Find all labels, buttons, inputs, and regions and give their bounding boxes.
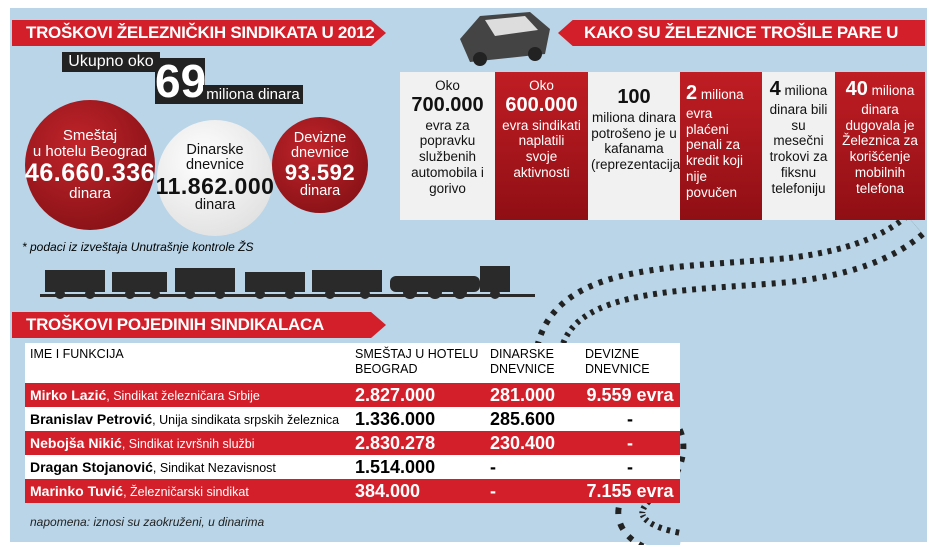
circle-unit: dinara (299, 183, 341, 200)
fact-number: 40 (845, 78, 868, 100)
fact-text: miliona dinara potrošeno je u kafanama (… (591, 109, 685, 173)
table-row: Mirko Lazić, Sindikat železničara Srbije… (25, 383, 680, 407)
fact-number: 700.000 (411, 93, 484, 116)
footnote: * podaci iz izveštaja Unutrašnje kontrol… (22, 240, 254, 254)
table-row: Nebojša Nikić, Sindikat izvršnih službi … (25, 431, 680, 455)
total-value: 69 (155, 55, 207, 107)
cell-dinarske: 281.000 (490, 384, 556, 405)
circle-devizne: Devizne dnevnice 93.592 dinara (272, 117, 368, 213)
circle-label: dnevnice (290, 144, 350, 161)
cell-hotel: 2.827.000 (355, 384, 436, 405)
header-dinarske: DINARSKE DNEVNICE (490, 347, 555, 376)
header-name: IME I FUNKCIJA (30, 347, 124, 361)
circle-value: 11.862.000 (155, 172, 275, 199)
header-hotel: SMEŠTAJ U HOTELU BEOGRAD (355, 347, 479, 376)
left-title: TROŠKOVI ŽELEZNIČKIH SINDIKATA U 2012 (12, 20, 386, 46)
fact-card: 4 miliona dinara bili su mesečni trokovi… (762, 72, 835, 220)
cell-name: Marinko Tuvić, Železničarski sindikat (25, 479, 350, 503)
person-name: Branislav Petrović (30, 411, 153, 427)
cell-devizne: - (627, 456, 633, 477)
cell-name: Dragan Stojanović, Sindikat Nezavisnost (25, 455, 350, 479)
cell-dinarske: - (490, 480, 496, 501)
cell-dinarske: - (490, 456, 496, 477)
cell-devizne: - (627, 408, 633, 429)
circle-unit: dinara (69, 185, 111, 202)
fact-text: miliona evra plaćeni penali za kredit ko… (686, 87, 744, 201)
fact-card: 40 miliona dinara dugovala je Železnica … (835, 72, 925, 220)
cell-hotel: 384.000 (355, 480, 421, 501)
header-devizne: DEVIZNE DNEVNICE (585, 347, 650, 376)
fact-text: evra za popravku službenih automobila i … (411, 117, 484, 197)
union-name: , Sindikat železničara Srbije (106, 389, 260, 403)
circle-label: dnevnice (185, 157, 245, 174)
fact-text: miliona dinara bili su mesečni trokovi z… (769, 83, 828, 197)
union-name: , Železničarski sindikat (123, 485, 249, 499)
circle-value: 93.592 (284, 160, 356, 186)
fact-number: 100 (617, 86, 651, 108)
cell-hotel: 1.514.000 (355, 456, 436, 477)
cell-name: Branislav Petrović, Unija sindikata srps… (25, 407, 350, 431)
circle-label: u hotelu Beograd (32, 143, 148, 160)
cell-devizne: 9.559 evra (586, 384, 674, 405)
total-prefix: Ukupno oko (62, 52, 160, 72)
fact-number: 2 (686, 82, 698, 104)
table-row: Branislav Petrović, Unija sindikata srps… (25, 407, 680, 431)
fact-card: Oko 700.000 evra za popravku službenih aut… (400, 72, 495, 220)
union-name: , Sindikat izvršnih službi (121, 437, 255, 451)
train-icon (40, 266, 535, 299)
cell-name: Nebojša Nikić, Sindikat izvršnih službi (25, 431, 350, 455)
right-title: KAKO SU ŽELEZNICE TROŠILE PARE U 2012 (558, 20, 925, 46)
fact-card: Oko 600.000 evra sindikati naplatili svoje… (495, 72, 588, 220)
table-row: Dragan Stojanović, Sindikat Nezavisnost … (25, 455, 680, 479)
cell-hotel: 1.336.000 (355, 408, 436, 429)
facts-strip: Oko 700.000 evra za popravku službenih aut… (400, 72, 925, 220)
fact-card: 100 miliona dinara potrošeno je u kafanam… (588, 72, 685, 220)
expenses-table: IME I FUNKCIJA SMEŠTAJ U HOTELU BEOGRAD … (25, 343, 680, 503)
circle-dinarske: Dinarske dnevnice 11.862.000 dinara (155, 120, 275, 236)
fact-number: 4 (769, 78, 781, 100)
cell-hotel: 2.830.278 (355, 432, 436, 453)
cell-devizne: - (627, 432, 633, 453)
circle-label: Smeštaj (62, 127, 118, 145)
cell-dinarske: 230.400 (490, 432, 556, 453)
person-name: Dragan Stojanović (30, 459, 153, 475)
circle-label: Dinarske (186, 142, 244, 159)
person-name: Mirko Lazić (30, 387, 107, 403)
union-name: , Sindikat Nezavisnost (152, 461, 276, 475)
circle-unit: dinara (194, 196, 236, 213)
person-name: Nebojša Nikić (30, 435, 122, 451)
table-row: Marinko Tuvić, Železničarski sindikat 38… (25, 479, 680, 503)
table-header: IME I FUNKCIJA SMEŠTAJ U HOTELU BEOGRAD … (25, 343, 680, 383)
fact-prefix: Oko (435, 78, 460, 93)
table-title: TROŠKOVI POJEDINIH SINDIKALACA (12, 312, 386, 338)
person-name: Marinko Tuvić (30, 483, 124, 499)
union-name: , Unija sindikata srpskih železnica (152, 413, 340, 427)
table-note: napomena: iznosi su zaokruženi, u dinari… (30, 515, 265, 529)
circle-hotel: Smeštaj u hotelu Beograd 46.660.336 dina… (25, 100, 155, 230)
cell-dinarske: 285.600 (490, 408, 556, 429)
circle-label: Devizne (293, 129, 347, 146)
fact-card: 2 miliona evra plaćeni penali za kredit … (680, 72, 762, 220)
circle-value: 46.660.336 (24, 158, 156, 187)
fact-prefix: Oko (529, 78, 554, 93)
cell-name: Mirko Lazić, Sindikat železničara Srbije (25, 383, 350, 407)
total-unit: miliona dinara (203, 85, 303, 104)
car-icon (460, 12, 550, 66)
fact-number: 600.000 (505, 93, 578, 116)
fact-text: evra sindikati naplatili svoje aktivnost… (502, 117, 581, 181)
cell-devizne: 7.155 evra (586, 480, 674, 501)
fact-text: miliona dinara dugovala je Železnica za … (842, 83, 918, 197)
